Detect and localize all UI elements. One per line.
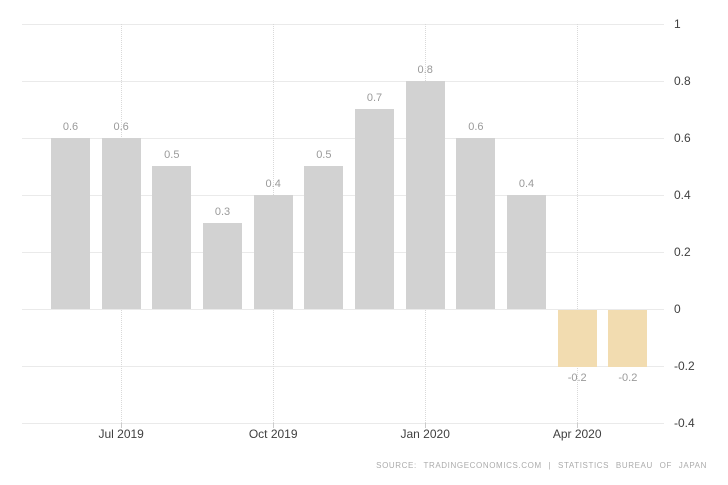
- y-axis-tick-label: 0.6: [674, 130, 691, 145]
- y-axis-tick-label: -0.2: [674, 358, 695, 373]
- bar-value-label: 0.6: [468, 120, 484, 133]
- bar-value-label: 0.6: [62, 120, 79, 133]
- bar-value-label: 0.5: [316, 149, 332, 161]
- x-axis-tick-label: Jul 2019: [98, 427, 144, 441]
- y-axis-tick-label: -0.4: [674, 415, 695, 430]
- y-axis-tick-label: 0: [674, 301, 681, 316]
- bar-value-label: 0.5: [164, 149, 180, 161]
- x-axis-tick-mark: [577, 422, 579, 428]
- bar-value-label: 0.4: [518, 177, 535, 190]
- bar-value-label: 0.3: [214, 206, 231, 218]
- data-bar: [51, 137, 90, 309]
- y-axis-tick-label: 0.4: [674, 187, 691, 202]
- y-axis-tick-label: 0.2: [674, 244, 691, 259]
- y-gridline: [22, 23, 664, 25]
- data-bar: [253, 194, 293, 309]
- y-axis-tick-label: 1: [674, 16, 681, 31]
- x-axis-tick-mark: [273, 422, 275, 428]
- data-bar: [405, 80, 445, 309]
- bar-value-label: 0.7: [366, 92, 383, 104]
- data-bar: [507, 194, 547, 309]
- y-gridline: [22, 137, 664, 139]
- y-gridline: [22, 80, 664, 82]
- x-axis-tick-mark: [425, 422, 427, 428]
- data-bar: [304, 166, 344, 309]
- y-gridline: [22, 422, 664, 424]
- data-bar: [203, 223, 242, 309]
- data-bar: [608, 309, 648, 367]
- data-bar: [557, 309, 597, 367]
- y-axis-tick-label: 0.8: [674, 73, 691, 88]
- x-axis-tick-label: Apr 2020: [552, 427, 602, 441]
- data-bar: [152, 166, 192, 309]
- bar-value-label: 0.4: [265, 177, 281, 190]
- bar-value-label: -0.2: [618, 371, 638, 384]
- bar-value-label: 0.8: [417, 63, 433, 76]
- bar-value-label: 0.6: [113, 120, 129, 133]
- y-gridline: [22, 365, 664, 367]
- x-axis-tick-label: Jan 2020: [400, 427, 450, 441]
- data-bar: [101, 137, 141, 309]
- data-bar: [355, 109, 395, 309]
- bar-value-label: -0.2: [567, 371, 587, 384]
- x-axis-tick-mark: [121, 422, 123, 428]
- x-gridline: [577, 23, 579, 423]
- data-bar: [456, 137, 496, 309]
- source-attribution: SOURCE: TRADINGECONOMICS.COM | STATISTIC…: [376, 461, 707, 470]
- x-axis-tick-label: Oct 2019: [248, 427, 298, 441]
- y-gridline: [22, 308, 664, 310]
